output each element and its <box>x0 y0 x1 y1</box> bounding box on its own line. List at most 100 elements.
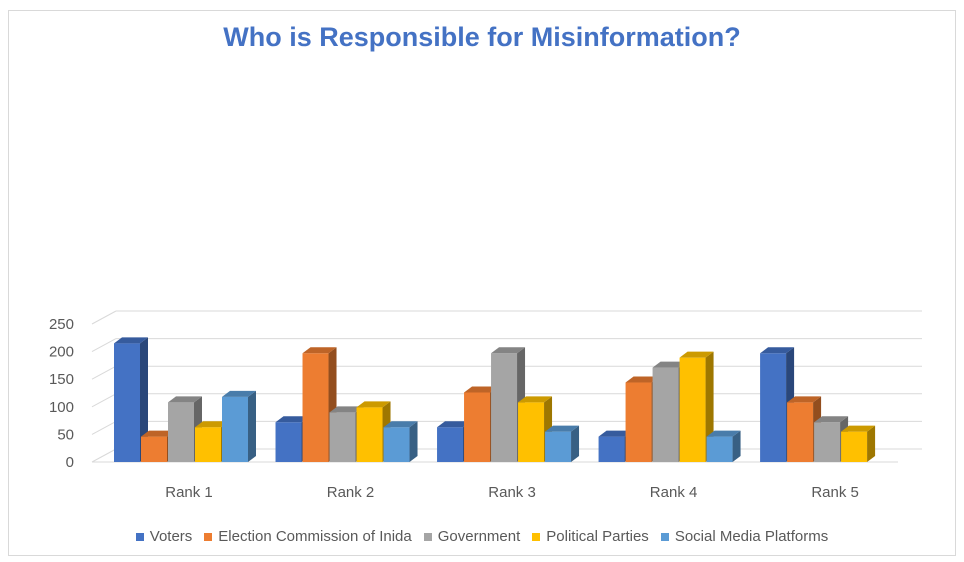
bar <box>114 337 148 462</box>
bar <box>706 430 741 462</box>
bar-front <box>814 422 841 462</box>
legend-swatch <box>660 532 669 541</box>
x-category-label: Rank 4 <box>650 484 698 501</box>
x-axis-categories: Rank 1 Rank 2 Rank 3 Rank 4 Rank 5 <box>165 484 859 501</box>
legend-item: Political Parties <box>532 528 649 545</box>
bar-front <box>329 412 356 462</box>
x-category-label: Rank 1 <box>165 484 213 501</box>
bar-front <box>222 396 248 462</box>
x-category-label: Rank 2 <box>327 484 375 501</box>
bar-front <box>491 353 518 462</box>
bar-front <box>356 407 383 462</box>
bar <box>545 425 580 462</box>
bar-side <box>867 425 876 462</box>
bar-front <box>437 427 464 462</box>
bar-top <box>302 347 337 354</box>
legend-item: Government <box>423 528 521 545</box>
legend-item: Social Media Platforms <box>660 528 829 545</box>
bar-top <box>787 396 822 403</box>
bar-front <box>787 402 814 462</box>
bar-top <box>814 416 849 423</box>
bar-front <box>679 357 706 462</box>
legend-label: Election Commission of Inida <box>218 528 412 545</box>
bar-front <box>195 427 221 462</box>
bar-front <box>625 382 652 462</box>
bar-side <box>140 337 148 462</box>
bar-top <box>652 361 687 368</box>
legend-label: Social Media Platforms <box>674 528 829 545</box>
bar-top <box>491 347 526 354</box>
bar-front <box>841 431 868 462</box>
y-tick-label: 100 <box>49 399 74 416</box>
gridline-diagonal <box>91 393 117 408</box>
gridline-diagonal <box>91 310 117 325</box>
bar-top <box>168 396 202 403</box>
bar-top <box>545 425 580 432</box>
bar-front <box>760 353 787 462</box>
bar-top <box>383 421 418 428</box>
bar <box>841 425 876 462</box>
bar <box>383 421 418 462</box>
bar-top <box>706 430 741 437</box>
bar-top <box>195 421 229 428</box>
bar-front <box>275 422 302 462</box>
bar-front <box>652 367 679 462</box>
gridline-diagonal <box>91 448 117 463</box>
bar-top <box>841 425 876 432</box>
bar-front <box>545 431 572 462</box>
bar <box>491 347 526 462</box>
y-axis-ticks: 0 50 100 150 200 250 <box>49 316 74 471</box>
bar-top <box>114 337 148 344</box>
bar-front <box>598 436 625 462</box>
bar-top <box>222 390 256 397</box>
x-category-label: Rank 3 <box>488 484 536 501</box>
bar-side <box>732 430 741 462</box>
legend-label: Political Parties <box>546 528 649 545</box>
bar-top <box>625 376 660 383</box>
bar-top <box>329 406 364 413</box>
bar-front <box>168 402 194 462</box>
legend-swatch <box>135 532 144 541</box>
bar-top <box>518 396 553 403</box>
gridline-diagonal <box>91 420 117 435</box>
chart-frame <box>8 10 956 556</box>
bar-top <box>275 416 310 423</box>
bar <box>222 390 256 462</box>
bar-side <box>571 425 580 462</box>
legend: Voters Election Commission of Inida Govern… <box>0 528 964 545</box>
y-tick-label: 250 <box>49 316 74 333</box>
chart-title: Who is Responsible for Misinformation? <box>223 22 741 52</box>
bar-top <box>464 386 499 393</box>
legend-label: Voters <box>149 528 193 545</box>
bar-top <box>437 421 472 428</box>
bar-top <box>356 401 391 408</box>
bar-side <box>248 390 256 462</box>
bar-front <box>518 402 545 462</box>
gridline-diagonal <box>91 365 117 380</box>
legend-item: Voters <box>135 528 193 545</box>
bar-front <box>706 436 733 462</box>
legend-label: Government <box>437 528 521 545</box>
y-tick-label: 0 <box>66 454 74 471</box>
bar-top <box>760 347 795 354</box>
bar-side <box>409 421 418 462</box>
y-tick-label: 150 <box>49 371 74 388</box>
bar-front <box>464 392 491 462</box>
bar-top <box>598 430 633 437</box>
bars <box>114 337 876 462</box>
legend-item: Election Commission of Inida <box>204 528 412 545</box>
x-category-label: Rank 5 <box>811 484 859 501</box>
legend-swatch <box>423 532 432 541</box>
legend-swatch <box>532 532 541 541</box>
bar-top <box>679 351 714 358</box>
bar-front <box>383 427 410 462</box>
y-tick-label: 50 <box>57 426 74 443</box>
gridline-diagonal <box>91 338 117 353</box>
bar-front <box>114 343 140 462</box>
legend-swatch <box>204 532 213 541</box>
bar-top <box>141 430 175 437</box>
y-tick-label: 200 <box>49 344 74 361</box>
bar-front <box>141 436 167 462</box>
bar <box>356 401 391 462</box>
